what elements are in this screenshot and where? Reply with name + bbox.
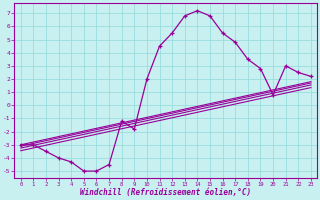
X-axis label: Windchill (Refroidissement éolien,°C): Windchill (Refroidissement éolien,°C) bbox=[80, 188, 252, 197]
